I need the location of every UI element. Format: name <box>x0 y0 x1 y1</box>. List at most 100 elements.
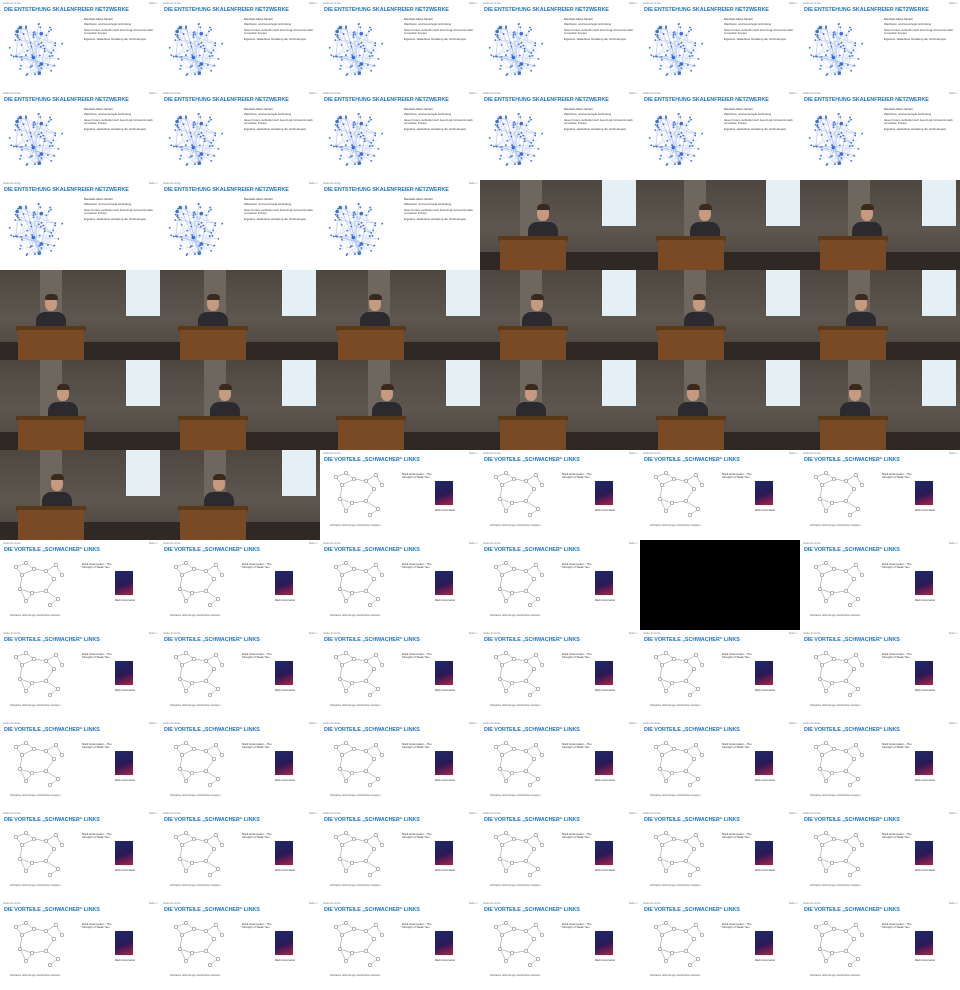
slide-thumbnail[interactable]: Andre de Grote Seite 1 DIE VORTEILE „SCHW… <box>320 540 480 630</box>
slide-author: Mark Granovetter <box>275 689 296 692</box>
book-cover <box>275 571 293 595</box>
slide-thumbnail[interactable]: Andre de Grote Seite 1 DIE ENTSTEHUNG SKA… <box>640 90 800 180</box>
weak-ties-graph-icon <box>333 470 385 518</box>
slide-thumbnail[interactable]: Andre de Grote Seite 1 DIE VORTEILE „SCHW… <box>640 630 800 720</box>
slide-thumbnail[interactable]: Andre de Grote Seite 1 DIE VORTEILE „SCHW… <box>320 810 480 900</box>
slide-thumbnail[interactable]: Andre de Grote Seite 1 DIE VORTEILE „SCHW… <box>800 540 960 630</box>
slide-thumbnail[interactable]: Andre de Grote Seite 1 DIE VORTEILE „SCHW… <box>640 900 800 990</box>
slide-thumbnail[interactable]: Andre de Grote Seite 1 DIE ENTSTEHUNG SKA… <box>800 0 960 90</box>
projection-screen <box>282 360 316 406</box>
slide-thumbnail[interactable]: Andre de Grote Seite 1 DIE ENTSTEHUNG SKA… <box>0 90 160 180</box>
slide-thumbnail[interactable]: Andre de Grote Seite 1 DIE VORTEILE „SCHW… <box>320 900 480 990</box>
video-frame-thumbnail[interactable] <box>800 270 960 360</box>
slide-thumbnail[interactable]: Andre de Grote Seite 1 DIE ENTSTEHUNG SKA… <box>0 180 160 270</box>
weak-ties-graph-icon <box>653 650 705 698</box>
slide-header: Andre de Grote Seite 1 <box>483 452 637 455</box>
slide-thumbnail[interactable]: Andre de Grote Seite 1 DIE VORTEILE „SCHW… <box>160 630 320 720</box>
slide-author: Mark Granovetter <box>435 689 456 692</box>
slide-thumbnail[interactable]: Andre de Grote Seite 1 DIE VORTEILE „SCHW… <box>800 810 960 900</box>
video-frame-thumbnail[interactable] <box>800 360 960 450</box>
slide-body-text: Barabási-Albert-Modell Wachstum und bevo… <box>244 17 313 41</box>
slide-caption: Schwache Verbindungen überbrücken Gruppe… <box>330 614 381 617</box>
slide-header: Andre de Grote Seite 1 <box>803 2 957 5</box>
slide-thumbnail[interactable]: Andre de Grote Seite 1 DIE VORTEILE „SCHW… <box>640 810 800 900</box>
slide-thumbnail[interactable]: Andre de Grote Seite 1 DIE VORTEILE „SCHW… <box>320 630 480 720</box>
video-frame-thumbnail[interactable] <box>160 450 320 540</box>
slide-thumbnail[interactable]: Andre de Grote Seite 1 DIE ENTSTEHUNG SKA… <box>480 90 640 180</box>
slide-thumbnail[interactable]: Andre de Grote Seite 1 DIE VORTEILE „SCHW… <box>480 900 640 990</box>
speaker-hair <box>380 384 394 390</box>
slide-header: Andre de Grote Seite 1 <box>163 92 317 95</box>
video-frame-thumbnail[interactable] <box>0 270 160 360</box>
slide-thumbnail[interactable]: Andre de Grote Seite 1 DIE VORTEILE „SCHW… <box>480 630 640 720</box>
slide-header: Andre de Grote Seite 1 <box>323 2 477 5</box>
slide-thumbnail[interactable]: Andre de Grote Seite 1 DIE VORTEILE „SCHW… <box>320 720 480 810</box>
slide-thumbnail[interactable]: Andre de Grote Seite 1 DIE VORTEILE „SCHW… <box>0 630 160 720</box>
slide-thumbnail[interactable]: Andre de Grote Seite 1 DIE VORTEILE „SCHW… <box>0 540 160 630</box>
slide-thumbnail[interactable]: Andre de Grote Seite 1 DIE ENTSTEHUNG SKA… <box>160 0 320 90</box>
slide-thumbnail[interactable]: Andre de Grote Seite 1 DIE VORTEILE „SCHW… <box>640 450 800 540</box>
slide-author: Mark Granovetter <box>115 689 136 692</box>
slide-thumbnail[interactable]: Andre de Grote Seite 1 DIE ENTSTEHUNG SKA… <box>640 0 800 90</box>
slide-title: DIE VORTEILE „SCHWACHER“ LINKS <box>324 547 420 553</box>
video-frame-thumbnail[interactable] <box>800 180 960 270</box>
slide-citation: Mark Granovetter – The Strength of Weak … <box>242 922 272 930</box>
slide-thumbnail[interactable]: Andre de Grote Seite 1 DIE VORTEILE „SCHW… <box>480 540 640 630</box>
slide-thumbnail[interactable]: Andre de Grote Seite 1 DIE VORTEILE „SCHW… <box>0 810 160 900</box>
slide-caption: Schwache Verbindungen überbrücken Gruppe… <box>170 614 221 617</box>
slide-thumbnail[interactable]: Andre de Grote Seite 1 DIE VORTEILE „SCHW… <box>480 810 640 900</box>
video-frame-thumbnail[interactable] <box>160 270 320 360</box>
slide-thumbnail[interactable]: Andre de Grote Seite 1 DIE ENTSTEHUNG SKA… <box>160 90 320 180</box>
slide-header: Andre de Grote Seite 1 <box>643 812 797 815</box>
slide-thumbnail[interactable]: Andre de Grote Seite 1 DIE VORTEILE „SCHW… <box>160 540 320 630</box>
video-frame-thumbnail[interactable] <box>640 270 800 360</box>
video-frame-thumbnail[interactable] <box>480 180 640 270</box>
slide-title: DIE ENTSTEHUNG SKALENFREIER NETZWERKE <box>644 7 769 13</box>
video-frame-thumbnail[interactable] <box>640 180 800 270</box>
slide-thumbnail[interactable]: Andre de Grote Seite 1 DIE VORTEILE „SCHW… <box>800 450 960 540</box>
slide-thumbnail[interactable]: Andre de Grote Seite 1 DIE ENTSTEHUNG SKA… <box>320 0 480 90</box>
slide-thumbnail[interactable]: Andre de Grote Seite 1 DIE ENTSTEHUNG SKA… <box>800 90 960 180</box>
projection-screen <box>766 180 800 226</box>
slide-thumbnail[interactable]: Andre de Grote Seite 1 DIE VORTEILE „SCHW… <box>480 720 640 810</box>
slide-thumbnail[interactable]: Andre de Grote Seite 1 DIE VORTEILE „SCHW… <box>160 810 320 900</box>
book-cover <box>115 661 133 685</box>
slide-citation: Mark Granovetter – The Strength of Weak … <box>562 742 592 750</box>
slide-thumbnail[interactable]: Andre de Grote Seite 1 DIE ENTSTEHUNG SKA… <box>160 180 320 270</box>
slide-thumbnail[interactable]: Andre de Grote Seite 1 DIE ENTSTEHUNG SKA… <box>320 180 480 270</box>
video-frame-thumbnail[interactable] <box>480 270 640 360</box>
weak-ties-graph-icon <box>653 470 705 518</box>
slide-thumbnail[interactable]: Andre de Grote Seite 1 DIE VORTEILE „SCHW… <box>0 900 160 990</box>
slide-author: Mark Granovetter <box>915 689 936 692</box>
video-frame-thumbnail[interactable] <box>0 450 160 540</box>
video-frame-thumbnail[interactable] <box>480 360 640 450</box>
slide-thumbnail[interactable]: Andre de Grote Seite 1 DIE ENTSTEHUNG SKA… <box>0 0 160 90</box>
slide-title: DIE VORTEILE „SCHWACHER“ LINKS <box>484 637 580 643</box>
slide-author: Mark Granovetter <box>115 599 136 602</box>
projection-screen <box>602 270 636 316</box>
slide-thumbnail[interactable]: Andre de Grote Seite 1 DIE VORTEILE „SCHW… <box>800 720 960 810</box>
weak-ties-graph-icon <box>653 920 705 968</box>
slide-thumbnail[interactable]: Andre de Grote Seite 1 DIE VORTEILE „SCHW… <box>800 630 960 720</box>
slide-thumbnail[interactable]: Andre de Grote Seite 1 DIE VORTEILE „SCHW… <box>800 900 960 990</box>
slide-title: DIE ENTSTEHUNG SKALENFREIER NETZWERKE <box>804 7 929 13</box>
slide-thumbnail[interactable]: Andre de Grote Seite 1 DIE ENTSTEHUNG SKA… <box>480 0 640 90</box>
slide-thumbnail[interactable]: Andre de Grote Seite 1 DIE VORTEILE „SCHW… <box>0 720 160 810</box>
video-frame-thumbnail[interactable] <box>0 360 160 450</box>
slide-thumbnail[interactable]: Andre de Grote Seite 1 DIE ENTSTEHUNG SKA… <box>320 90 480 180</box>
slide-title: DIE VORTEILE „SCHWACHER“ LINKS <box>804 547 900 553</box>
video-frame-thumbnail[interactable] <box>320 360 480 450</box>
video-frame-thumbnail[interactable] <box>640 360 800 450</box>
video-frame-thumbnail[interactable] <box>160 360 320 450</box>
weak-ties-graph-icon <box>813 560 865 608</box>
network-graph-icon <box>168 203 224 256</box>
slide-thumbnail[interactable]: Andre de Grote Seite 1 DIE VORTEILE „SCHW… <box>640 720 800 810</box>
speaker-hair <box>530 294 544 300</box>
slide-thumbnail[interactable]: Andre de Grote Seite 1 DIE VORTEILE „SCHW… <box>480 450 640 540</box>
slide-thumbnail[interactable]: Andre de Grote Seite 1 DIE VORTEILE „SCHW… <box>160 900 320 990</box>
speaker-hair <box>698 204 712 210</box>
slide-thumbnail[interactable]: Andre de Grote Seite 1 DIE VORTEILE „SCHW… <box>320 450 480 540</box>
speaker-hair <box>50 474 64 480</box>
slide-thumbnail[interactable]: Andre de Grote Seite 1 DIE VORTEILE „SCHW… <box>160 720 320 810</box>
video-frame-thumbnail[interactable] <box>320 270 480 360</box>
